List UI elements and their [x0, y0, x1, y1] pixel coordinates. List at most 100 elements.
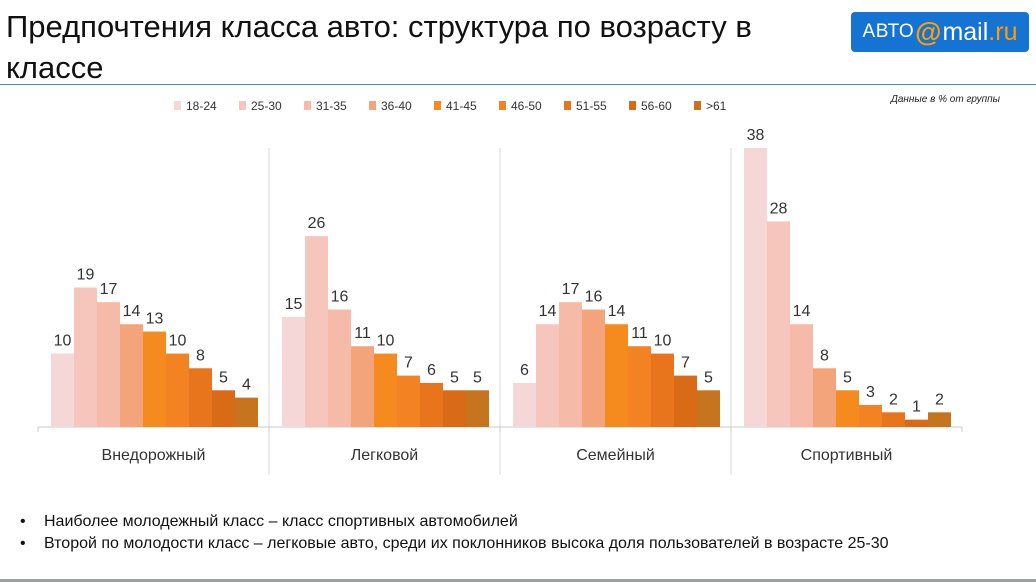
bar: [859, 404, 882, 427]
bar: [928, 412, 951, 427]
bar: [212, 390, 235, 427]
bar: [905, 419, 928, 427]
data-label: 11: [631, 325, 648, 342]
bar: [559, 302, 582, 427]
bar: [235, 397, 258, 427]
data-note: Данные в % от группы: [890, 94, 1000, 105]
data-label: 3: [866, 384, 875, 401]
data-label: 4: [242, 377, 251, 394]
data-label: 6: [427, 362, 436, 379]
bar: [443, 390, 466, 427]
legend-swatch: [499, 101, 506, 110]
data-label: 19: [77, 267, 95, 284]
logo-text-mail: mail: [942, 17, 989, 46]
data-label: 1: [912, 399, 921, 416]
bar: [74, 287, 97, 427]
bullet-list: Наиболее молодежный класс – класс спорти…: [20, 511, 920, 555]
bar: [374, 353, 397, 427]
legend-swatch: [694, 101, 701, 110]
bar: [813, 368, 836, 427]
data-label: 8: [820, 347, 829, 364]
bar: [466, 390, 489, 427]
bar: [397, 375, 420, 427]
logo-text-ru: .ru: [988, 17, 1018, 46]
bullet-item: Наиболее молодежный класс – класс спорти…: [20, 511, 920, 533]
category-label: Спортивный: [801, 447, 893, 464]
data-label: 6: [520, 362, 529, 379]
category-label: Внедорожный: [102, 447, 206, 464]
data-label: 7: [404, 355, 413, 372]
bar: [420, 382, 443, 427]
data-label: 5: [704, 369, 713, 386]
legend-label: 56-60: [641, 99, 672, 113]
bar: [97, 302, 120, 427]
data-label: 14: [608, 303, 626, 320]
data-label: 5: [843, 369, 852, 386]
bar: [120, 324, 143, 427]
bar: [51, 353, 74, 427]
data-label: 2: [889, 391, 898, 408]
brand-logo: АВТО @ mail .ru: [851, 12, 1029, 52]
data-label: 10: [377, 333, 395, 350]
bar: [166, 353, 189, 427]
bar: [836, 390, 859, 427]
data-label: 26: [308, 215, 326, 232]
data-label: 10: [54, 333, 72, 350]
legend-swatch: [629, 101, 636, 110]
bar: [767, 221, 790, 427]
data-label: 7: [681, 355, 690, 372]
data-label: 17: [100, 281, 118, 298]
bar: [189, 368, 212, 427]
logo-text-auto: АВТО: [862, 21, 915, 42]
data-label: 8: [196, 347, 205, 364]
legend-swatch: [304, 101, 311, 110]
data-label: 5: [473, 369, 482, 386]
data-label: 16: [585, 289, 603, 306]
legend-label: 25-30: [251, 99, 282, 113]
bottom-divider: [0, 579, 1036, 582]
data-label: 16: [331, 289, 349, 306]
legend-label: 31-35: [316, 99, 347, 113]
bar: [605, 324, 628, 427]
bullet-item: Второй по молодости класс – легковые авт…: [20, 533, 920, 555]
bar: [513, 382, 536, 427]
bar: [305, 236, 328, 427]
data-label: 13: [146, 311, 164, 328]
bar: [790, 324, 813, 427]
category-label: Легковой: [351, 447, 418, 464]
data-label: 10: [654, 333, 672, 350]
data-label: 14: [793, 303, 811, 320]
data-label: 14: [123, 303, 141, 320]
legend-swatch: [434, 101, 441, 110]
page-title: Предпочтения класса авто: структура по в…: [6, 9, 752, 85]
bar: [536, 324, 559, 427]
legend-swatch: [174, 101, 181, 110]
bar: [697, 390, 720, 427]
bar: [328, 309, 351, 427]
bar: [143, 331, 166, 427]
data-label: 14: [539, 303, 557, 320]
title-divider: [0, 84, 1036, 85]
legend-label: >61: [706, 99, 727, 113]
legend-swatch: [369, 101, 376, 110]
data-label: 11: [354, 325, 371, 342]
data-label: 38: [747, 127, 765, 144]
bar: [351, 346, 374, 427]
bar: [651, 353, 674, 427]
category-label: Семейный: [576, 447, 655, 464]
data-label: 28: [770, 200, 788, 217]
bar: [744, 148, 767, 427]
legend-label: 51-55: [576, 99, 607, 113]
bar: [674, 375, 697, 427]
data-label: 10: [169, 333, 187, 350]
bar: [282, 316, 305, 427]
data-label: 17: [562, 281, 580, 298]
data-label: 5: [450, 369, 459, 386]
legend-label: 18-24: [186, 99, 217, 113]
data-label: 5: [219, 369, 228, 386]
legend-swatch: [564, 101, 571, 110]
bar: [628, 346, 651, 427]
bar: [582, 309, 605, 427]
legend-swatch: [239, 101, 246, 110]
